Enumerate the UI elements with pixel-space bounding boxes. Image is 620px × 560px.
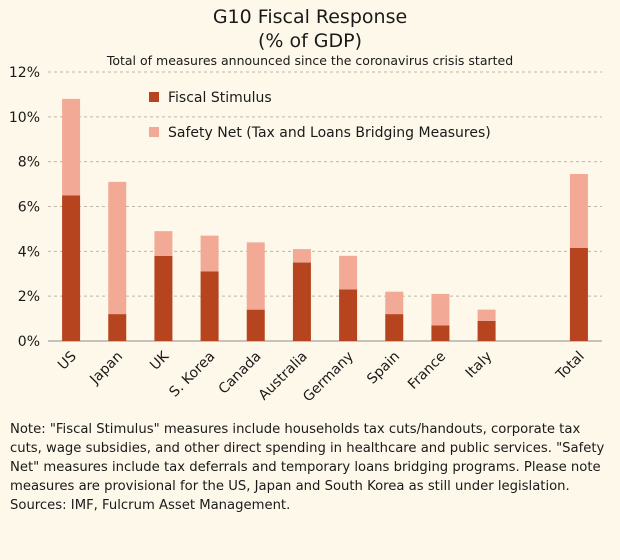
bar-fiscal-stimulus — [62, 195, 80, 341]
bar-fiscal-stimulus — [293, 263, 311, 341]
bar-fiscal-stimulus — [431, 325, 449, 341]
legend: Fiscal Stimulus Safety Net (Tax and Loans… — [149, 90, 491, 141]
legend-swatch — [149, 127, 159, 137]
bar-safety-net — [108, 182, 126, 314]
bar-fiscal-stimulus — [570, 248, 588, 341]
bar-fiscal-stimulus — [108, 314, 126, 341]
x-tick-label: US — [55, 348, 80, 373]
bar-safety-net — [293, 249, 311, 262]
y-tick-label: 8% — [18, 155, 40, 171]
y-tick-label: 2% — [18, 289, 40, 305]
bar-safety-net — [62, 99, 80, 195]
y-tick-label: 0% — [18, 334, 40, 350]
chart-figure: G10 Fiscal Response (% of GDP) Total of … — [0, 0, 620, 560]
bar-chart: 0%2%4%6%8%10%12% US Japan UKS. KoreaCanada… — [0, 0, 620, 420]
x-tick-label: Spain — [364, 349, 403, 388]
bar-safety-net — [154, 231, 172, 256]
bar-fiscal-stimulus — [385, 314, 403, 341]
x-tick-label: France — [405, 349, 449, 393]
bar-safety-net — [201, 236, 219, 272]
x-tick-label: S. Korea — [166, 349, 218, 401]
x-tick-label: Total — [553, 349, 588, 384]
bar-safety-net — [247, 242, 265, 309]
bar-safety-net — [339, 256, 357, 290]
legend-label: Safety Net (Tax and Loans Bridging Measu… — [168, 125, 491, 141]
y-tick-label: 12% — [9, 65, 40, 81]
x-tick-label: Italy — [463, 349, 496, 382]
legend-swatch — [149, 92, 159, 102]
y-tick-label: 4% — [18, 244, 40, 260]
bar-fiscal-stimulus — [478, 321, 496, 341]
bar-safety-net — [478, 310, 496, 321]
bar-safety-net — [570, 174, 588, 248]
y-tick-label: 10% — [9, 110, 40, 126]
bar-fiscal-stimulus — [154, 256, 172, 341]
gridlines — [48, 72, 602, 296]
y-tick-label: 6% — [18, 200, 40, 216]
bar-fiscal-stimulus — [339, 289, 357, 341]
chart-note: Note: "Fiscal Stimulus" measures include… — [10, 420, 610, 515]
bar-fiscal-stimulus — [201, 272, 219, 341]
x-tick-label: Germany — [300, 349, 357, 406]
x-tick-label: Japan — [86, 349, 126, 389]
bar-safety-net — [431, 294, 449, 325]
legend-label: Fiscal Stimulus — [168, 90, 272, 106]
bar-fiscal-stimulus — [247, 310, 265, 341]
x-tick-label: UK — [147, 348, 173, 374]
bar-safety-net — [385, 292, 403, 314]
